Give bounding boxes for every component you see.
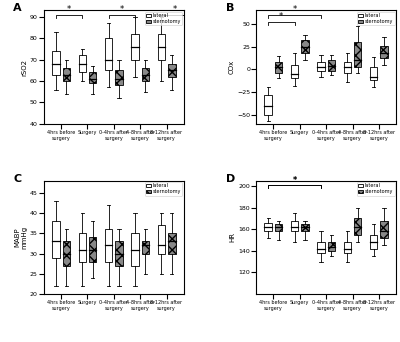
Text: *: * <box>292 175 297 185</box>
Bar <box>328 242 335 251</box>
Bar <box>142 68 149 81</box>
Bar <box>264 95 272 115</box>
Bar <box>142 241 149 253</box>
Text: *: * <box>292 5 297 14</box>
Bar <box>52 221 60 258</box>
Text: *: * <box>279 12 284 21</box>
Legend: lateral, sternotomy: lateral, sternotomy <box>145 182 182 196</box>
Bar <box>78 55 86 73</box>
Y-axis label: MABP
mmHg: MABP mmHg <box>14 226 27 249</box>
Text: *: * <box>292 175 297 185</box>
Bar <box>116 70 123 85</box>
Bar <box>63 68 70 81</box>
Text: *: * <box>120 5 124 14</box>
Bar <box>317 242 324 253</box>
Bar <box>78 233 86 262</box>
Text: D: D <box>226 174 235 184</box>
Bar <box>275 224 282 232</box>
Y-axis label: COx: COx <box>228 60 234 74</box>
Bar <box>328 60 335 71</box>
Bar <box>131 233 139 266</box>
Bar <box>158 225 165 253</box>
Bar <box>291 65 298 78</box>
Text: B: B <box>226 3 234 13</box>
Bar <box>275 62 282 73</box>
Y-axis label: rSO2: rSO2 <box>21 58 27 76</box>
Bar <box>63 241 70 266</box>
Bar <box>105 229 112 262</box>
Text: A: A <box>13 3 22 13</box>
Bar <box>52 51 60 75</box>
Bar <box>301 40 309 53</box>
Legend: lateral, sternotomy: lateral, sternotomy <box>357 182 394 196</box>
Bar <box>89 237 96 262</box>
Bar <box>264 223 272 232</box>
Bar <box>158 34 165 60</box>
Bar <box>105 38 112 70</box>
Bar <box>89 73 96 83</box>
Y-axis label: HR: HR <box>230 232 236 242</box>
Bar <box>116 241 123 266</box>
Bar <box>370 235 377 249</box>
Legend: lateral, sternotomy: lateral, sternotomy <box>357 12 394 25</box>
Bar <box>317 62 324 71</box>
Bar <box>168 64 176 77</box>
Bar <box>291 221 298 232</box>
Text: C: C <box>13 174 21 184</box>
Bar <box>354 42 362 67</box>
Bar <box>354 219 362 235</box>
Legend: lateral, sternotomy: lateral, sternotomy <box>145 12 182 25</box>
Bar <box>168 233 176 253</box>
Text: *: * <box>172 5 176 14</box>
Bar <box>370 67 377 80</box>
Bar <box>380 221 388 238</box>
Bar <box>344 62 351 73</box>
Bar <box>131 34 139 60</box>
Text: *: * <box>67 5 71 14</box>
Bar <box>344 242 351 253</box>
Bar <box>380 46 388 58</box>
Bar <box>301 224 309 232</box>
